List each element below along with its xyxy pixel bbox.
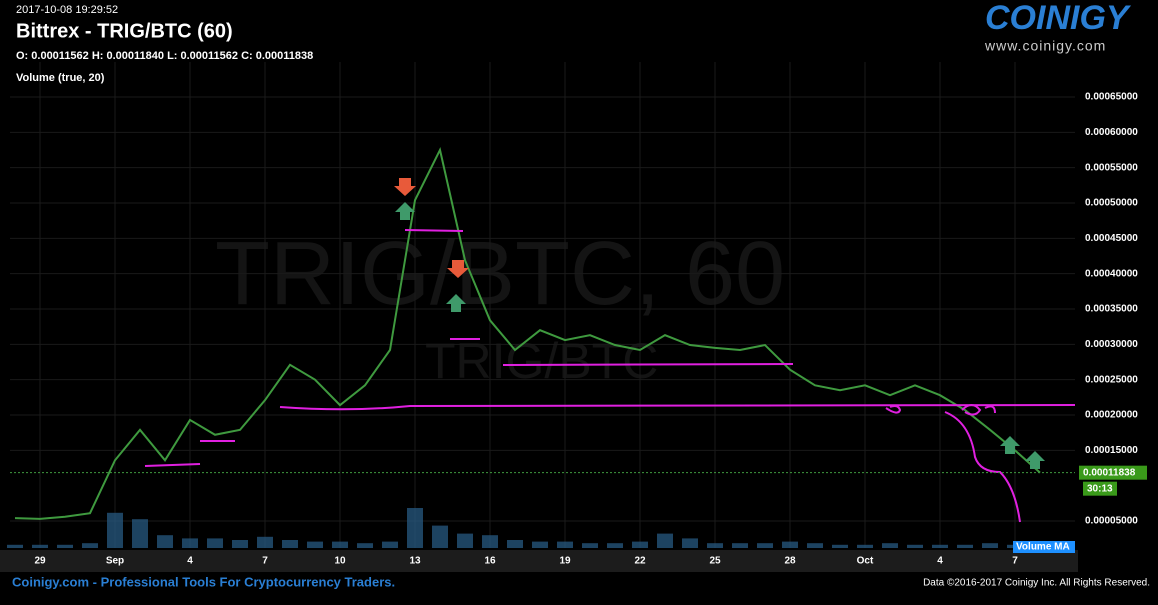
drawings [144, 229, 1076, 523]
x-tick-label: 16 [484, 556, 496, 567]
volume-bar [207, 538, 223, 548]
y-tick-label: 0.00025000 [1085, 374, 1138, 385]
y-tick-label: 0.00015000 [1085, 445, 1138, 456]
timer: 30:13 [1087, 483, 1113, 494]
y-tick-label: 0.00005000 [1085, 516, 1138, 527]
volume-bar [707, 543, 723, 548]
x-tick-label: 19 [559, 556, 571, 567]
y-tick-label: 0.00030000 [1085, 339, 1138, 350]
volume-bar [57, 544, 73, 548]
arrows [394, 178, 1045, 469]
volume-bar [732, 543, 748, 548]
volume-bar [382, 541, 398, 548]
y-tick-label: 0.00065000 [1085, 92, 1138, 103]
volume-bar [832, 544, 848, 548]
x-tick-label: 4 [187, 556, 193, 567]
indicator-label: Volume (true, 20) [16, 72, 105, 84]
plot-area [7, 62, 1075, 548]
volume-bar [757, 543, 773, 548]
volume-bar [132, 519, 148, 548]
x-tick-label: 7 [1012, 556, 1018, 567]
volume-bar [807, 543, 823, 548]
volume-bar [507, 540, 523, 548]
volume-bar [107, 512, 123, 548]
x-tick-label: 22 [634, 556, 646, 567]
x-axis-strip [0, 550, 1078, 572]
volume-bar [657, 533, 673, 548]
price-line [14, 147, 1041, 520]
volume-bar [782, 541, 798, 548]
y-tick-label: 0.00045000 [1085, 233, 1138, 244]
volume-bar [457, 533, 473, 548]
volume-legend: Volume MA [1016, 542, 1070, 553]
volume-bar [7, 544, 23, 548]
x-tick-label: 7 [262, 556, 268, 567]
y-tick-label: 0.00040000 [1085, 268, 1138, 279]
x-tick-label: Oct [857, 556, 874, 567]
x-tick-label: Sep [106, 556, 124, 567]
x-tick-label: 28 [784, 556, 796, 567]
volume-bar [332, 541, 348, 548]
volume-bar [607, 543, 623, 548]
volume-bar [632, 541, 648, 548]
x-tick-label: 29 [34, 556, 46, 567]
last-price-label: 0.00011838 [1083, 467, 1136, 478]
y-tick-label: 0.00060000 [1085, 127, 1138, 138]
volume-bar [907, 544, 923, 548]
title: Bittrex - TRIG/BTC (60) [16, 20, 233, 42]
volume-bar [82, 543, 98, 548]
x-tick-label: 25 [709, 556, 721, 567]
footer-right: Data ©2016-2017 Coinigy Inc. All Rights … [923, 578, 1150, 589]
x-tick-label: 10 [334, 556, 346, 567]
volume-bar [882, 543, 898, 548]
last-price-box [1079, 465, 1147, 480]
volume-bar [357, 543, 373, 548]
ohlc: O: 0.00011562 H: 0.00011840 L: 0.0001156… [16, 50, 313, 62]
volume-bar [557, 541, 573, 548]
volume-bar [957, 544, 973, 548]
timer-box [1083, 481, 1117, 496]
y-tick-label: 0.00020000 [1085, 410, 1138, 421]
y-tick-label: 0.00055000 [1085, 162, 1138, 173]
x-tick-label: 13 [409, 556, 421, 567]
watermark-sub: TRIG/BTC [425, 333, 658, 389]
volume-bar [407, 508, 423, 548]
volume-bar [232, 540, 248, 548]
y-tick-label: 0.00035000 [1085, 304, 1138, 315]
volume-bar [307, 541, 323, 548]
volume-bar [582, 543, 598, 548]
logo-url: www.coinigy.com [984, 38, 1106, 54]
footer-left: Coinigy.com - Professional Tools For Cry… [12, 574, 395, 589]
volume-bar [182, 538, 198, 548]
logo: COINIGY [985, 0, 1132, 37]
x-tick-label: 4 [937, 556, 943, 567]
volume-bar [857, 544, 873, 548]
volume-bar [257, 536, 273, 548]
volume-bar [682, 538, 698, 548]
y-tick-label: 0.00050000 [1085, 198, 1138, 209]
volume-bar [532, 541, 548, 548]
volume-bar [32, 544, 48, 548]
timestamp: 2017-10-08 19:29:52 [16, 4, 118, 16]
volume-bar [282, 540, 298, 548]
volume-bar [932, 544, 948, 548]
volume-legend-box [1013, 541, 1075, 553]
volume-bar [482, 535, 498, 548]
volume-bar [432, 525, 448, 548]
volume-bar [982, 543, 998, 548]
volume-bar [157, 535, 173, 548]
